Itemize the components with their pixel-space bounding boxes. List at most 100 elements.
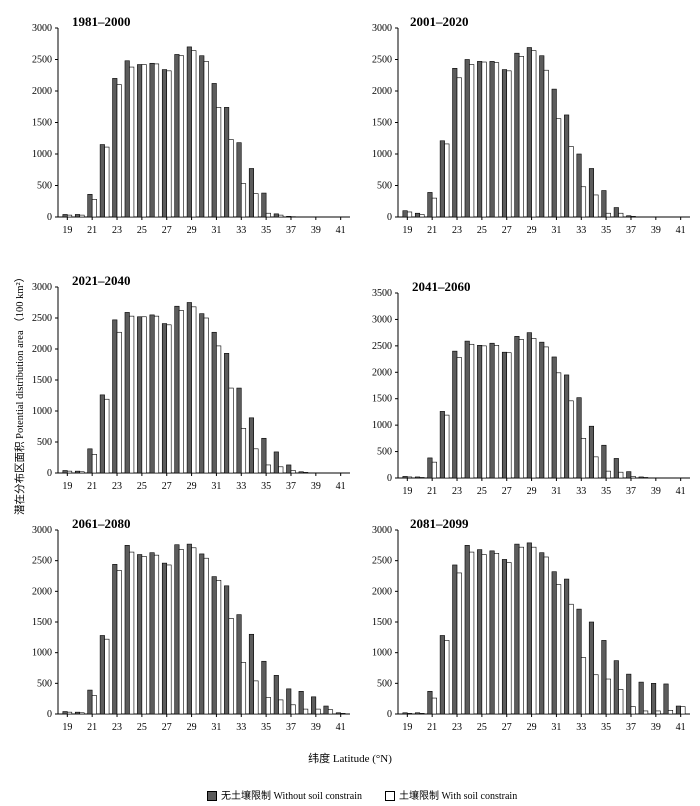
x-tick-label: 41 <box>336 225 346 236</box>
x-tick-label: 21 <box>87 225 97 236</box>
bar-with-soil <box>67 711 73 715</box>
bar-without-soil <box>414 712 421 715</box>
x-tick-label: 23 <box>112 722 122 733</box>
bar-without-soil <box>564 114 570 218</box>
bar-without-soil <box>489 342 495 479</box>
bar-without-soil <box>87 448 93 474</box>
bar-without-soil <box>588 621 595 715</box>
bar-with-soil <box>265 464 271 474</box>
bar-with-soil <box>419 214 425 218</box>
bar-without-soil <box>477 549 483 715</box>
bar-with-soil <box>431 461 437 479</box>
bar-without-soil <box>311 696 317 715</box>
x-tick-label: 19 <box>62 481 72 492</box>
bar-with-soil <box>444 414 450 479</box>
y-tick-label: 1500 <box>372 617 392 628</box>
bar-with-soil <box>191 547 197 715</box>
bar-without-soil <box>427 457 433 479</box>
panel-title: 2081–2099 <box>410 516 469 531</box>
bar-with-soil <box>543 556 549 715</box>
x-tick-label: 41 <box>676 225 686 236</box>
bar-with-soil <box>407 476 413 479</box>
bar-with-soil <box>191 50 197 218</box>
bar-without-soil <box>427 192 433 218</box>
x-tick-label: 39 <box>311 722 321 733</box>
bar-with-soil <box>79 471 85 474</box>
bar-without-soil <box>224 107 230 218</box>
bar-without-soil <box>539 341 545 479</box>
bar-without-soil <box>273 675 279 715</box>
bar-with-soil <box>153 315 160 474</box>
bar-with-soil <box>630 476 636 479</box>
bar-with-soil <box>643 710 649 715</box>
y-tick-label: 500 <box>37 678 52 689</box>
panel-title: 2041–2060 <box>412 279 471 294</box>
bar-without-soil <box>489 61 495 218</box>
bar-with-soil <box>79 712 85 715</box>
bar-without-soil <box>298 691 304 715</box>
y-tick-label: 2500 <box>32 313 52 324</box>
x-tick-label: 21 <box>427 486 437 497</box>
bar-without-soil <box>137 554 143 715</box>
x-tick-label: 31 <box>551 722 561 733</box>
bar-without-soil <box>477 345 483 479</box>
bar-without-soil <box>211 576 217 715</box>
y-tick-label: 2000 <box>32 344 52 355</box>
bar-with-soil <box>618 471 624 479</box>
x-tick-label: 31 <box>211 481 221 492</box>
x-tick-label: 33 <box>576 225 586 236</box>
bar-with-soil <box>104 638 110 715</box>
bar-with-soil <box>141 556 147 715</box>
x-tick-label: 29 <box>187 481 197 492</box>
bar-without-soil <box>514 543 520 715</box>
bar-without-soil <box>551 356 557 479</box>
bar-without-soil <box>137 316 143 474</box>
bar-with-soil <box>116 84 122 218</box>
y-tick-label: 3500 <box>372 288 392 299</box>
bar-with-soil <box>444 143 450 218</box>
bar-without-soil <box>335 712 341 715</box>
bar-with-soil <box>543 346 549 479</box>
bar-with-soil <box>481 61 487 218</box>
bar-without-soil <box>186 543 192 715</box>
bar-with-soil <box>116 570 122 715</box>
bar-with-soil <box>240 183 247 218</box>
bar-with-soil <box>568 400 574 479</box>
y-tick-label: 2000 <box>372 367 392 378</box>
bar-without-soil <box>402 712 408 715</box>
bar-without-soil <box>211 331 217 474</box>
x-tick-label: 33 <box>236 722 246 733</box>
bar-without-soil <box>626 471 632 479</box>
y-tick-label: 1000 <box>372 149 392 160</box>
bar-with-soil <box>129 66 135 218</box>
bar-without-soil <box>99 394 105 474</box>
bar-without-soil <box>174 544 180 715</box>
bar-without-soil <box>112 319 118 474</box>
bar-with-soil <box>630 706 636 715</box>
bar-without-soil <box>675 705 681 715</box>
x-axis-label: 纬度 Latitude (°N) <box>308 753 392 765</box>
bar-with-soil <box>593 456 599 479</box>
bar-without-soil <box>601 190 607 218</box>
bar-with-soil <box>556 118 562 218</box>
bar-with-soil <box>240 428 247 474</box>
bar-with-soil <box>104 146 110 218</box>
y-tick-label: 1500 <box>372 118 392 129</box>
bar-with-soil <box>481 554 487 715</box>
bar-without-soil <box>613 660 619 715</box>
y-tick-label: 3000 <box>372 23 392 34</box>
bar-with-soil <box>543 69 549 218</box>
panel-title: 1981–2000 <box>72 14 131 29</box>
bar-with-soil <box>580 438 587 479</box>
x-tick-label: 27 <box>162 225 172 236</box>
x-tick-label: 37 <box>286 481 296 492</box>
legend: 无土壤限制 Without soil constrain 土壤限制 With s… <box>0 785 700 803</box>
bar-with-soil <box>605 470 611 479</box>
x-tick-label: 39 <box>311 225 321 236</box>
bar-without-soil <box>601 444 607 479</box>
bar-without-soil <box>261 660 267 715</box>
bar-without-soil <box>186 302 192 474</box>
panel-title: 2061–2080 <box>72 516 131 531</box>
bar-without-soil <box>174 54 180 218</box>
bar-with-soil <box>315 708 321 715</box>
